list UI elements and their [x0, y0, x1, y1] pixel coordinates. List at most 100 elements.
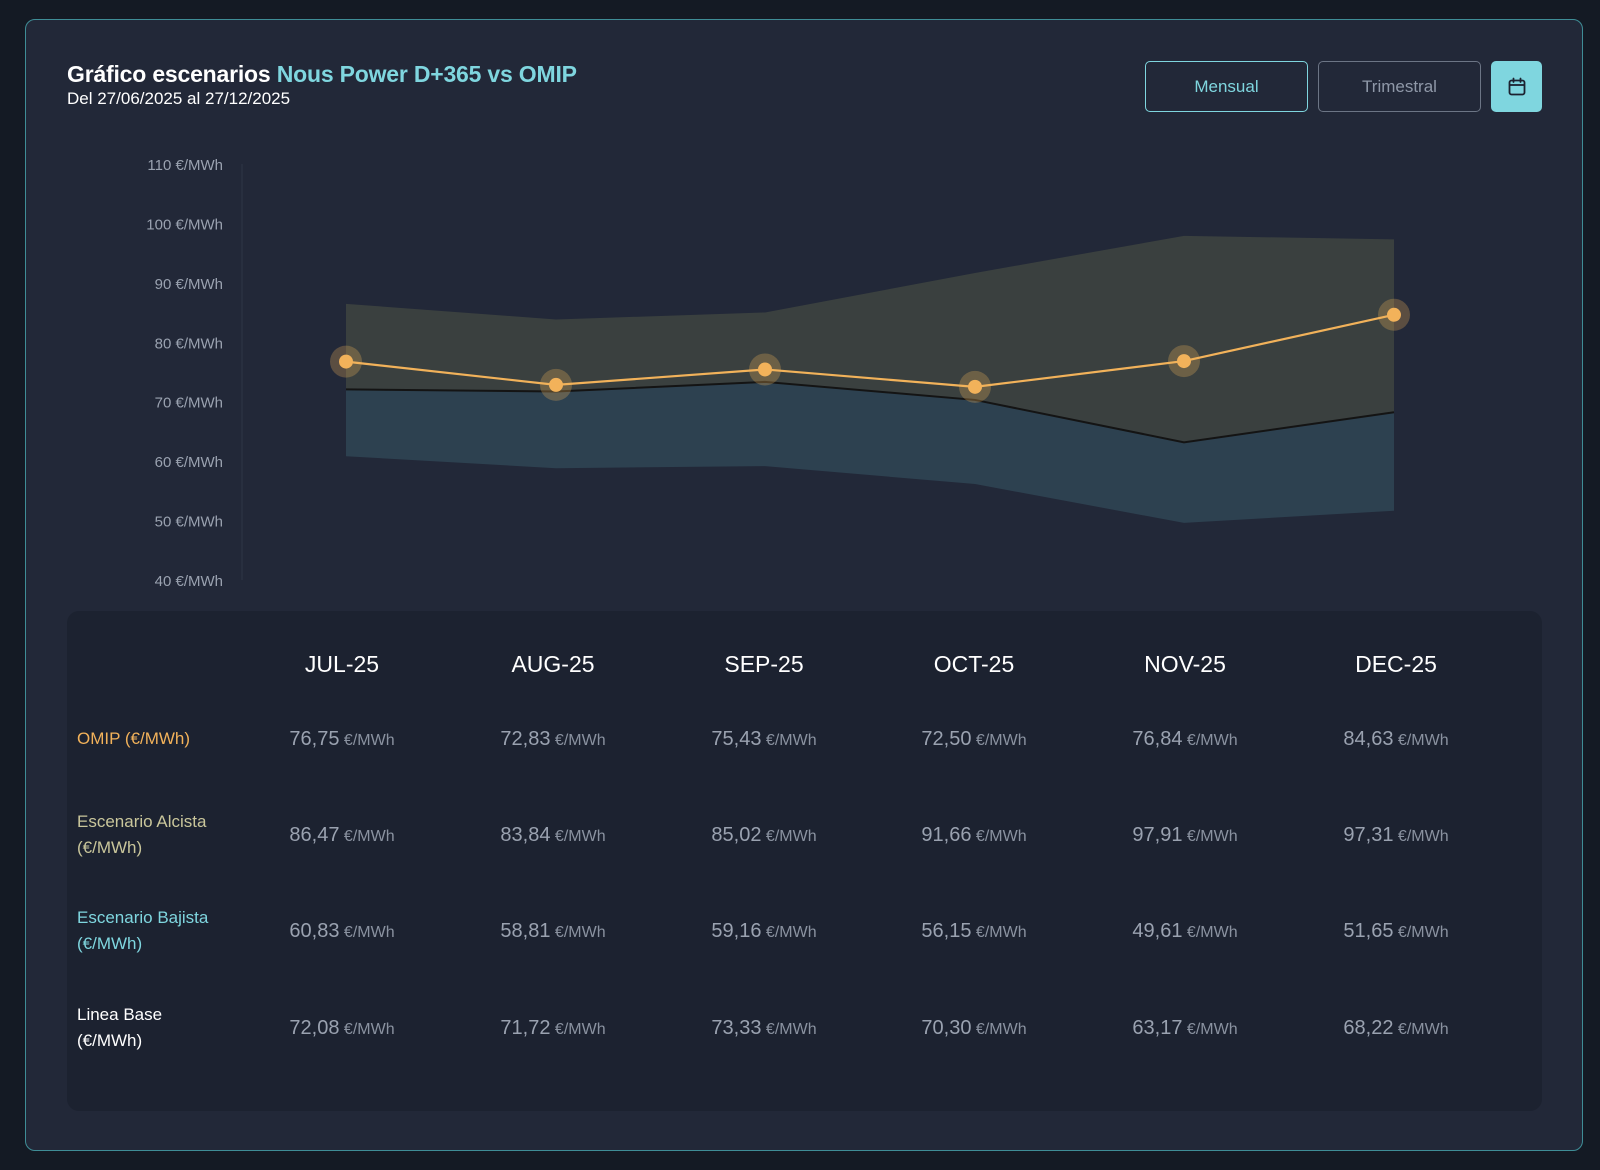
omip-point [549, 377, 563, 392]
cell-unit: €/MWh [1182, 732, 1238, 749]
cell-value: 97,31 [1343, 824, 1394, 846]
cell-value: 75,43 [711, 728, 762, 750]
cell-unit: €/MWh [761, 828, 817, 845]
trimestral-button[interactable]: Trimestral [1318, 61, 1481, 112]
cell-value: 97,91 [1132, 824, 1183, 846]
chart-title-prefix: Gráfico escenarios [67, 61, 271, 87]
cell-value: 60,83 [289, 920, 340, 942]
y-tick-label: 70 €/MWh [155, 395, 223, 412]
row-label: Linea Base (€/MWh) [77, 1002, 237, 1054]
y-tick-label: 60 €/MWh [155, 454, 223, 471]
column-header: SEP-25 [724, 651, 804, 677]
column-header: JUL-25 [304, 651, 380, 677]
table-cell: 83,84 €/MWh [453, 822, 653, 850]
table-cell: 97,91 €/MWh [1085, 822, 1285, 850]
cell-value: 76,75 [289, 728, 340, 750]
cell-value: 76,84 [1132, 728, 1183, 750]
y-tick-label: 80 €/MWh [155, 335, 223, 352]
y-tick-label: 90 €/MWh [155, 276, 223, 293]
cell-value: 58,81 [500, 920, 551, 942]
table-cell: 76,75 €/MWh [242, 726, 442, 754]
table-cell: 75,43 €/MWh [664, 726, 864, 754]
table-cell: 60,83 €/MWh [242, 918, 442, 946]
cell-unit: €/MWh [339, 828, 395, 845]
row-label: Escenario Bajista (€/MWh) [77, 905, 237, 957]
omip-point [758, 362, 772, 377]
table-cell: 76,84 €/MWh [1085, 726, 1285, 754]
cell-unit: €/MWh [971, 1021, 1027, 1038]
cell-value: 70,30 [921, 1017, 972, 1039]
table-cell: 63,17 €/MWh [1085, 1015, 1285, 1043]
cell-unit: €/MWh [1182, 1021, 1238, 1038]
cell-unit: €/MWh [1393, 924, 1449, 941]
y-tick-label: 40 €/MWh [155, 573, 223, 590]
cell-unit: €/MWh [550, 732, 606, 749]
row-label-line: Linea Base [77, 1005, 163, 1024]
cell-unit: €/MWh [1182, 924, 1238, 941]
table-cell: 72,08 €/MWh [242, 1015, 442, 1043]
table-cell: 56,15 €/MWh [874, 918, 1074, 946]
table-cell: 71,72 €/MWh [453, 1015, 653, 1043]
cell-unit: €/MWh [761, 924, 817, 941]
cell-value: 72,50 [921, 728, 972, 750]
table-cell: 85,02 €/MWh [664, 822, 864, 850]
omip-point [1387, 307, 1401, 322]
cell-unit: €/MWh [339, 924, 395, 941]
cell-value: 72,08 [289, 1017, 340, 1039]
cell-value: 49,61 [1132, 920, 1183, 942]
cell-unit: €/MWh [550, 924, 606, 941]
table-cell: 58,81 €/MWh [453, 918, 653, 946]
row-label-line: Escenario Alcista [77, 812, 207, 831]
row-label-line: (€/MWh) [77, 1031, 143, 1050]
y-tick-label: 50 €/MWh [155, 514, 223, 531]
alcista-band [346, 235, 1394, 443]
cell-unit: €/MWh [339, 1021, 395, 1038]
cell-value: 86,47 [289, 824, 340, 846]
table-cell: 59,16 €/MWh [664, 918, 864, 946]
cell-unit: €/MWh [761, 732, 817, 749]
cell-value: 85,02 [711, 824, 762, 846]
date-range: Del 27/06/2025 al 27/12/2025 [67, 89, 291, 108]
cell-value: 59,16 [711, 920, 762, 942]
cell-unit: €/MWh [339, 732, 395, 749]
chart-title: Gráfico escenarios Nous Power D+365 vs O… [67, 60, 577, 88]
column-header: AUG-25 [511, 651, 595, 677]
row-label: Escenario Alcista (€/MWh) [77, 809, 237, 861]
cell-unit: €/MWh [1182, 828, 1238, 845]
cell-value: 63,17 [1132, 1017, 1183, 1039]
cell-value: 51,65 [1343, 920, 1394, 942]
table-cell: 51,65 €/MWh [1296, 918, 1496, 946]
cell-unit: €/MWh [971, 732, 1027, 749]
cell-unit: €/MWh [550, 1021, 606, 1038]
cell-unit: €/MWh [971, 828, 1027, 845]
chart-header: Gráfico escenarios Nous Power D+365 vs O… [67, 60, 577, 110]
cell-unit: €/MWh [550, 828, 606, 845]
table-cell: 72,83 €/MWh [453, 726, 653, 754]
row-label-line: (€/MWh) [77, 838, 143, 857]
table-cell: 91,66 €/MWh [874, 822, 1074, 850]
table-cell: 86,47 €/MWh [242, 822, 442, 850]
row-label: OMIP (€/MWh) [77, 726, 237, 752]
table-cell: 49,61 €/MWh [1085, 918, 1285, 946]
cell-unit: €/MWh [971, 924, 1027, 941]
y-tick-label: 100 €/MWh [146, 216, 223, 233]
bajista-band [346, 381, 1394, 523]
cell-value: 56,15 [921, 920, 972, 942]
table-cell: 97,31 €/MWh [1296, 822, 1496, 850]
column-header: OCT-25 [933, 651, 1015, 677]
values-table: JUL-25 AUG-25 SEP-25 OCT-25 NOV-25 DEC-25 OMIP… [67, 611, 1542, 1111]
table-cell: 84,63 €/MWh [1296, 726, 1496, 754]
chart-area: 110 €/MWh 100 €/MWh 90 €/MWh 80 €/MWh 70 €/M… [26, 140, 1582, 610]
cell-unit: €/MWh [1393, 1021, 1449, 1038]
omip-point [339, 354, 353, 369]
cell-value: 83,84 [500, 824, 551, 846]
cell-value: 68,22 [1343, 1017, 1394, 1039]
mensual-button[interactable]: Mensual [1145, 61, 1308, 112]
column-header: DEC-25 [1355, 651, 1437, 677]
table-cell: 73,33 €/MWh [664, 1015, 864, 1043]
scenario-chart: 110 €/MWh 100 €/MWh 90 €/MWh 80 €/MWh 70 €/M… [146, 157, 1410, 590]
calendar-button[interactable] [1491, 61, 1542, 112]
table-cell: 72,50 €/MWh [874, 726, 1074, 754]
row-label-line: OMIP (€/MWh) [77, 729, 191, 748]
y-tick-label: 110 €/MWh [147, 157, 223, 174]
